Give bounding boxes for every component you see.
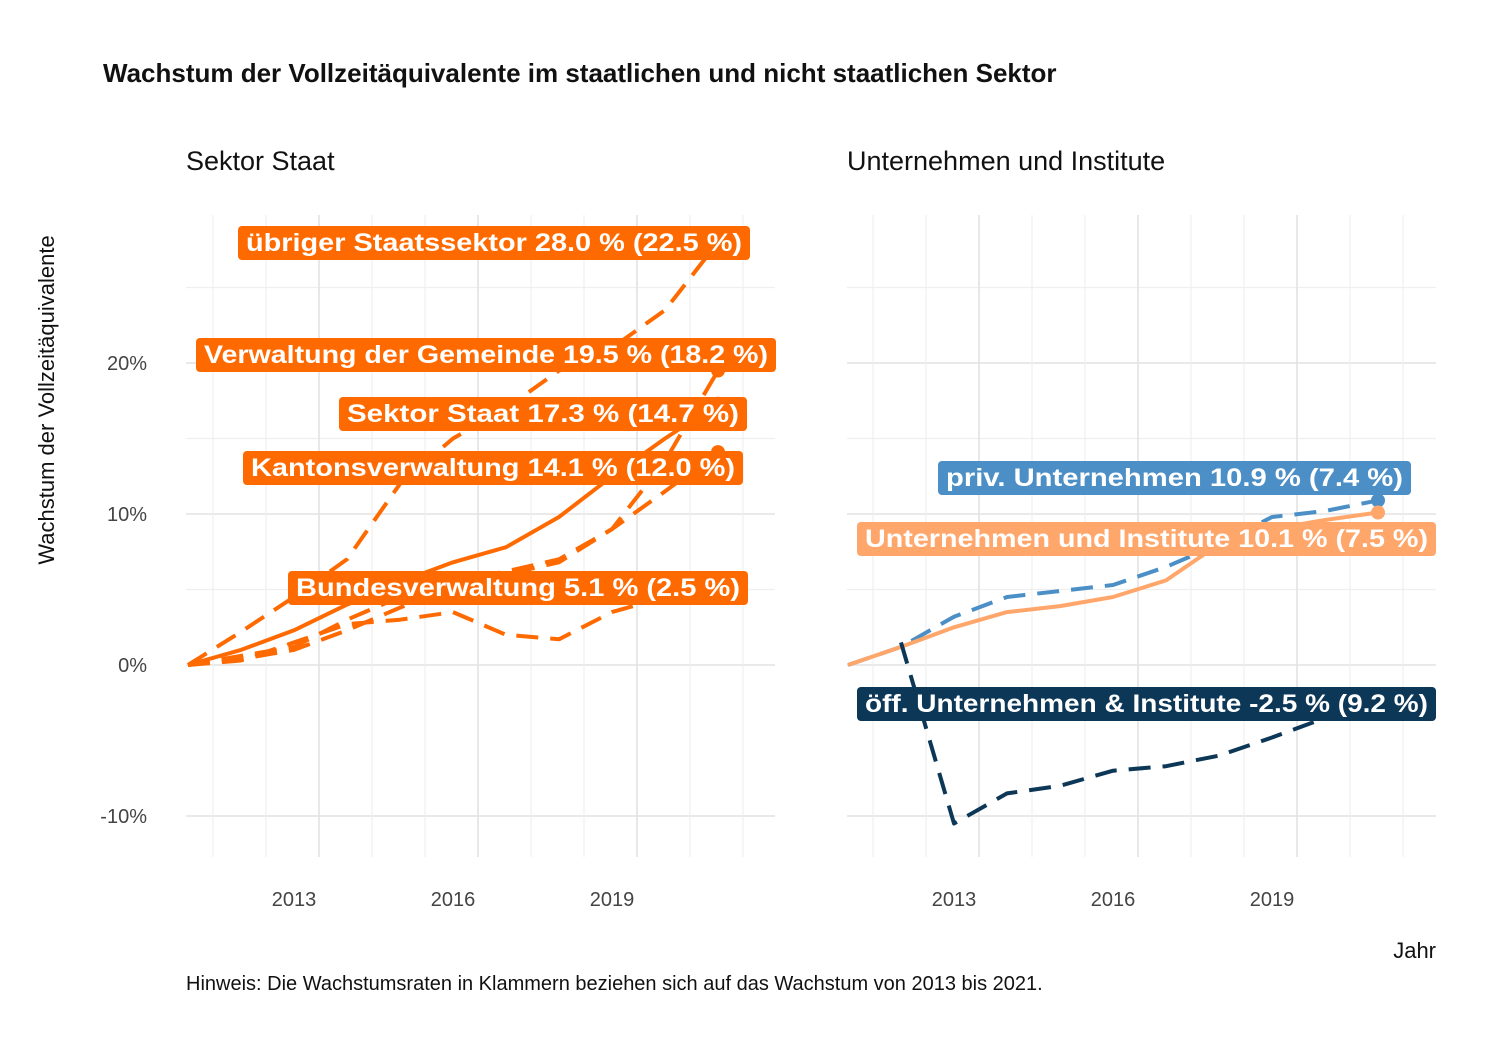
series-label-sektor-staat: Sektor Staat 17.3 % (14.7 %)	[339, 397, 747, 431]
series-label-off-unternehmen-institute: öff. Unternehmen & Institute -2.5 % (9.2…	[857, 687, 1436, 721]
series-label-box	[857, 522, 1436, 556]
series-label-text: Unternehmen und Institute 10.1 % (7.5 %)	[865, 525, 1428, 553]
y-tick-label: 20%	[107, 353, 147, 375]
series-line-priv-unternehmen	[847, 498, 1379, 667]
series-label-text: Verwaltung der Gemeinde 19.5 % (18.2 %)	[204, 341, 768, 369]
series-label-text: Bundesverwaltung 5.1 % (2.5 %)	[296, 574, 740, 602]
series-line-bundesverwaltung	[187, 586, 719, 667]
series-label-text: priv. Unternehmen 10.9 % (7.4 %)	[946, 464, 1403, 492]
series-label-text: öff. Unternehmen & Institute -2.5 % (9.2…	[865, 690, 1428, 718]
x-tick-label: 2019	[590, 889, 635, 911]
panel-title-sektor-staat: Sektor Staat	[186, 146, 335, 176]
panel-title-unternehmen: Unternehmen und Institute	[847, 146, 1165, 176]
endpoint-unternehmen-und-institute	[1371, 505, 1385, 520]
x-tick-label: 2013	[272, 889, 317, 911]
series-label-box	[857, 687, 1436, 721]
x-tick-label: 2016	[1091, 889, 1136, 911]
series-label-box	[238, 226, 750, 260]
series-label-bundesverwaltung: Bundesverwaltung 5.1 % (2.5 %)	[288, 571, 748, 605]
series-line-off-unternehmen-institute	[899, 641, 1379, 826]
x-tick-label: 2019	[1250, 889, 1295, 911]
y-tick-label: 10%	[107, 504, 147, 526]
endpoint-priv-unternehmen	[1371, 493, 1385, 508]
series-label-text: übriger Staatssektor 28.0 % (22.5 %)	[246, 229, 742, 257]
chart-title: Wachstum der Vollzeitäquivalente im staa…	[103, 58, 1057, 88]
series-label-unternehmen-und-institute: Unternehmen und Institute 10.1 % (7.5 %)	[857, 522, 1436, 556]
y-tick-label: 0%	[118, 655, 147, 677]
series-label-box	[938, 461, 1411, 495]
y-tick-label: -10%	[100, 806, 147, 828]
series-label-priv-unternehmen: priv. Unternehmen 10.9 % (7.4 %)	[938, 461, 1411, 495]
series-label-verwaltung-der-gemeinde: Verwaltung der Gemeinde 19.5 % (18.2 %)	[196, 338, 776, 372]
series-label-box	[339, 397, 747, 431]
series-label-text: Kantonsverwaltung 14.1 % (12.0 %)	[251, 454, 735, 482]
panel-unternehmen-institute: 2013 2016 2019 priv. Unternehmen 10.9 % (7.…	[847, 215, 1436, 911]
series-label-box	[196, 338, 776, 372]
series-label-box	[243, 451, 743, 485]
y-axis-label: Wachstum der Vollzeitäquivalente	[34, 235, 59, 564]
x-tick-label: 2013	[932, 889, 977, 911]
x-tick-label: 2016	[431, 889, 476, 911]
series-line-ubriger-staatssektor	[186, 240, 720, 667]
series-label-ubriger-staatssektor: übriger Staatssektor 28.0 % (22.5 %)	[238, 226, 750, 260]
series-label-text: Sektor Staat 17.3 % (14.7 %)	[347, 400, 739, 428]
series-line-sektor-staat	[187, 402, 720, 667]
x-axis-label: Jahr	[1393, 938, 1436, 963]
series-label-kantonsverwaltung: Kantonsverwaltung 14.1 % (12.0 %)	[243, 451, 743, 485]
footnote: Hinweis: Die Wachstumsraten in Klammern …	[186, 973, 1043, 995]
panel-sektor-staat: -10% 0% 10% 20% 2013 2016 2019 übriger Staatsse…	[100, 215, 776, 911]
series-label-box	[288, 571, 748, 605]
